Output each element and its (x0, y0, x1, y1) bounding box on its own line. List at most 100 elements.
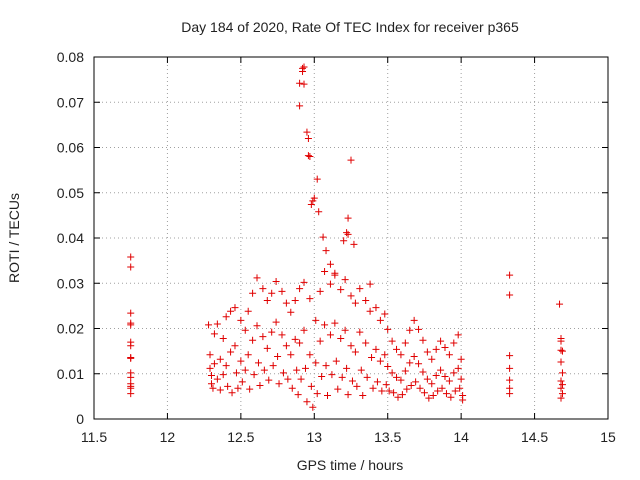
data-point (363, 373, 371, 381)
data-point (388, 337, 396, 345)
data-point (415, 360, 423, 368)
data-point (296, 79, 304, 87)
data-point (368, 353, 376, 361)
data-point (219, 334, 227, 342)
data-point (557, 358, 565, 366)
data-point (390, 389, 398, 397)
data-point (287, 351, 295, 359)
data-point (216, 355, 224, 363)
data-point (366, 307, 374, 315)
data-point (438, 384, 446, 392)
data-point (341, 276, 349, 284)
y-tick-label: 0.03 (57, 275, 84, 291)
data-point (394, 393, 402, 401)
data-point (296, 285, 304, 293)
data-point (269, 362, 277, 370)
data-point (393, 345, 401, 353)
data-point (246, 385, 254, 393)
data-point (506, 390, 514, 398)
data-point (384, 325, 392, 333)
data-point (372, 345, 380, 353)
data-point (372, 304, 380, 312)
data-point (237, 316, 245, 324)
data-point (403, 385, 411, 393)
data-point (347, 292, 355, 300)
data-point (357, 366, 365, 374)
data-point (344, 391, 352, 399)
data-point (406, 326, 414, 334)
data-point (259, 333, 267, 341)
data-point (300, 278, 308, 286)
data-point (331, 269, 339, 277)
data-point (437, 337, 445, 345)
data-point (410, 353, 418, 361)
data-point (306, 351, 314, 359)
data-point (268, 289, 276, 297)
data-point (347, 342, 355, 350)
data-point (331, 319, 339, 327)
data-point (227, 307, 235, 315)
data-point (376, 357, 384, 365)
data-point (344, 214, 352, 222)
data-point (306, 295, 314, 303)
data-point (263, 344, 271, 352)
data-point (388, 369, 396, 377)
data-point (557, 346, 565, 354)
data-point (300, 326, 308, 334)
data-point (222, 313, 230, 321)
data-point (275, 380, 283, 388)
data-point (206, 351, 214, 359)
data-point (232, 369, 240, 377)
data-point (319, 233, 327, 241)
data-point (272, 318, 280, 326)
data-point (297, 375, 305, 383)
data-point (307, 382, 315, 390)
data-point (301, 364, 309, 372)
data-point (506, 364, 514, 372)
data-point (288, 384, 296, 392)
data-point (322, 247, 330, 255)
data-point (373, 378, 381, 386)
x-tick-label: 12 (160, 429, 176, 445)
data-point (278, 287, 286, 295)
data-point (428, 380, 436, 388)
data-point (406, 359, 414, 367)
data-point (328, 371, 336, 379)
data-point (284, 375, 292, 383)
data-point (293, 366, 301, 374)
data-point (296, 339, 304, 347)
data-point (428, 355, 436, 363)
data-point (310, 194, 318, 202)
data-point (216, 386, 224, 394)
data-point (506, 271, 514, 279)
data-point (313, 175, 321, 183)
data-point (282, 342, 290, 350)
data-point (300, 63, 308, 71)
data-point (445, 351, 453, 359)
data-point (127, 342, 135, 350)
data-point (210, 360, 218, 368)
data-point (222, 362, 230, 370)
data-point (450, 339, 458, 347)
data-point (447, 393, 455, 401)
data-point (219, 371, 227, 379)
data-point (350, 240, 358, 248)
data-point (557, 337, 565, 345)
data-point (282, 299, 290, 307)
data-point (384, 363, 392, 371)
y-tick-label: 0.04 (57, 230, 84, 246)
x-tick-label: 13 (306, 429, 322, 445)
data-point (419, 368, 427, 376)
data-point (210, 330, 218, 338)
x-tick-label: 12.5 (227, 429, 254, 445)
data-point (326, 331, 334, 339)
data-point (213, 320, 221, 328)
data-point (231, 342, 239, 350)
data-point (382, 381, 390, 389)
data-point (347, 156, 355, 164)
data-point (332, 357, 340, 365)
data-point (306, 153, 314, 161)
data-point (324, 391, 332, 399)
data-point (425, 394, 433, 402)
